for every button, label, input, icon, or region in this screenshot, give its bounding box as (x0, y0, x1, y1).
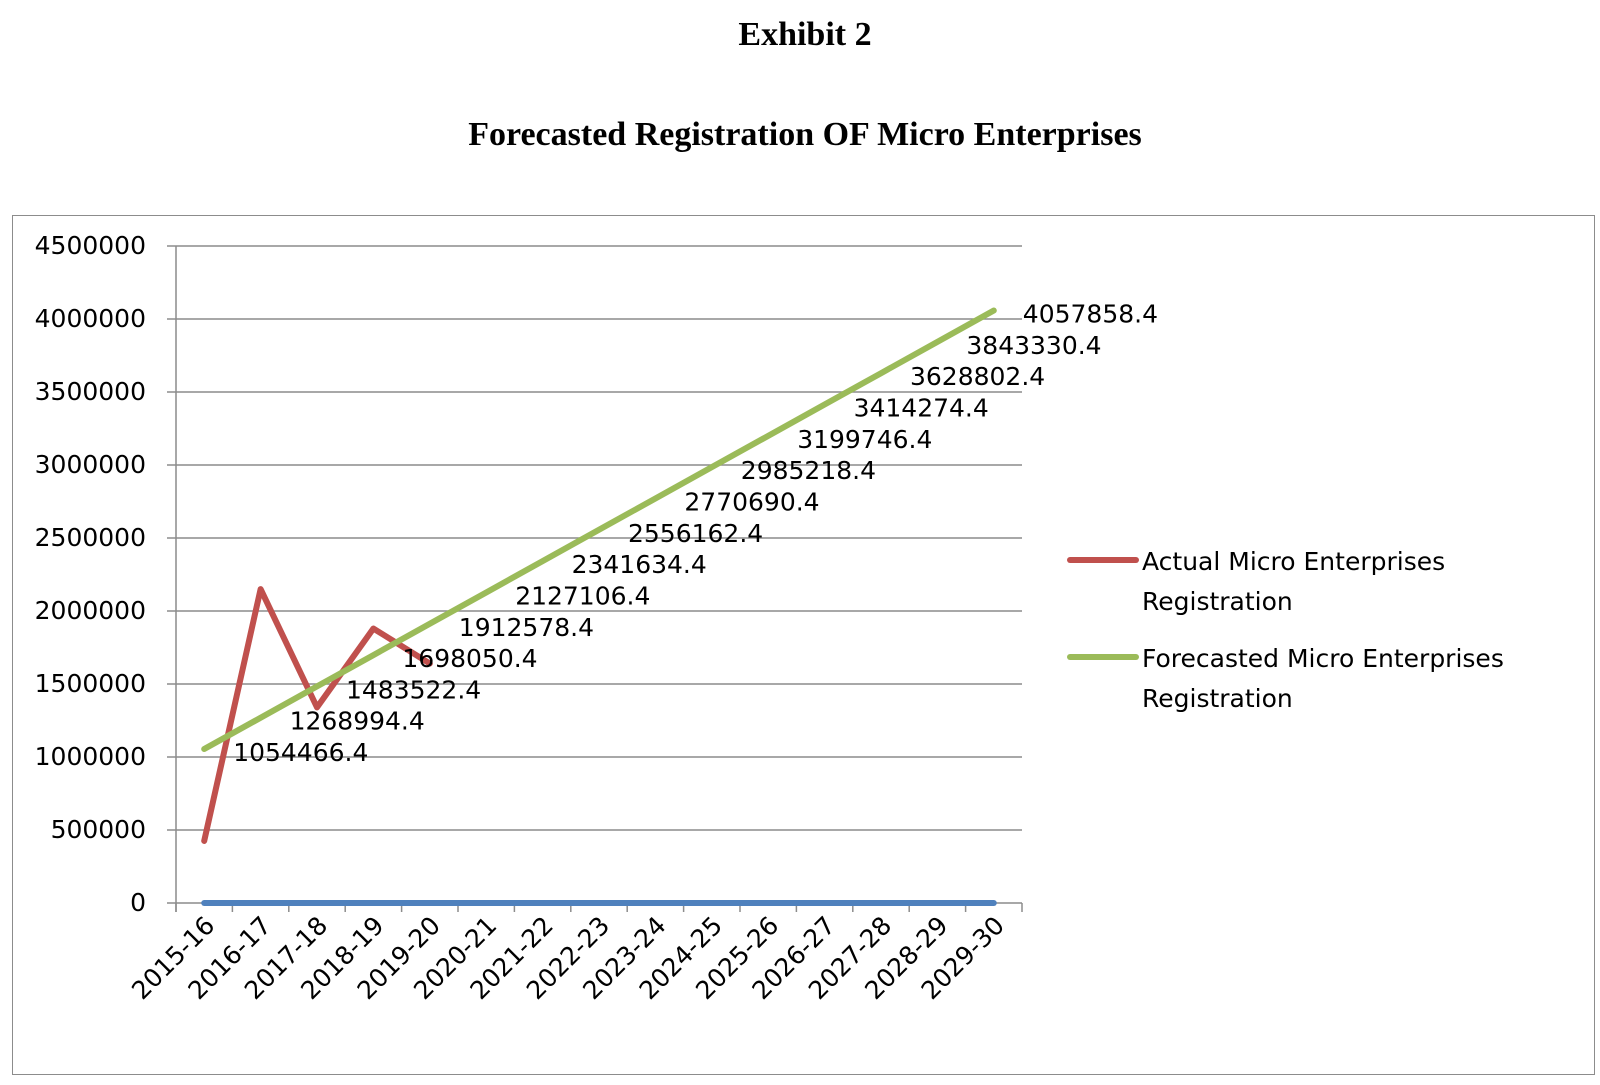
exhibit-label: Exhibit 2 (738, 16, 872, 53)
y-tick-label: 3000000 (35, 450, 146, 479)
data-label: 3414274.4 (854, 394, 989, 423)
y-tick-label: 4000000 (35, 304, 146, 333)
data-label: 1483522.4 (346, 675, 481, 704)
legend: Actual Micro Enterprises Registration Fore… (1067, 547, 1504, 713)
legend-label: Forecasted Micro Enterprises Registration (1142, 644, 1504, 713)
series-line-actual-micro-enterprises-registration (201, 586, 433, 844)
data-label: 4057858.4 (1023, 300, 1158, 329)
data-label: 3628802.4 (910, 362, 1045, 391)
series-line-forecasted-micro-enterprises-registration (201, 307, 997, 753)
data-label: 2770690.4 (684, 487, 819, 516)
data-label: 1912578.4 (459, 613, 594, 642)
y-tick-label: 4500000 (35, 231, 146, 260)
y-tick-label: 2000000 (35, 596, 146, 625)
y-tick-label: 1500000 (35, 669, 146, 698)
y-tick-label: 500000 (51, 815, 146, 844)
y-tick-label: 3500000 (35, 377, 146, 406)
chart-frame (12, 215, 1595, 1075)
x-tick-labels: 2015-162016-172017-182018-192019-202020-… (126, 911, 1010, 1005)
y-tick-label: 2500000 (35, 523, 146, 552)
y-tick-labels: 0 500000 1000000 1500000 2000000 2500000 30000… (35, 231, 146, 917)
legend-label: Actual Micro Enterprises Registration (1142, 547, 1445, 616)
data-label: 2556162.4 (628, 519, 763, 548)
y-tick-label: 0 (130, 888, 146, 917)
data-label: 1268994.4 (290, 707, 425, 736)
data-label: 2127106.4 (515, 581, 650, 610)
chart-title: Forecasted Registration OF Micro Enterpr… (468, 116, 1142, 153)
data-label: 1698050.4 (402, 644, 537, 673)
series-lines (201, 307, 997, 906)
data-label: 3199746.4 (797, 425, 932, 454)
data-label: 2341634.4 (572, 550, 707, 579)
gridlines (176, 245, 1022, 831)
data-label: 1054466.4 (233, 738, 368, 767)
data-label: 3843330.4 (966, 331, 1101, 360)
data-label: 2985218.4 (741, 456, 876, 485)
y-tick-label: 1000000 (35, 742, 146, 771)
